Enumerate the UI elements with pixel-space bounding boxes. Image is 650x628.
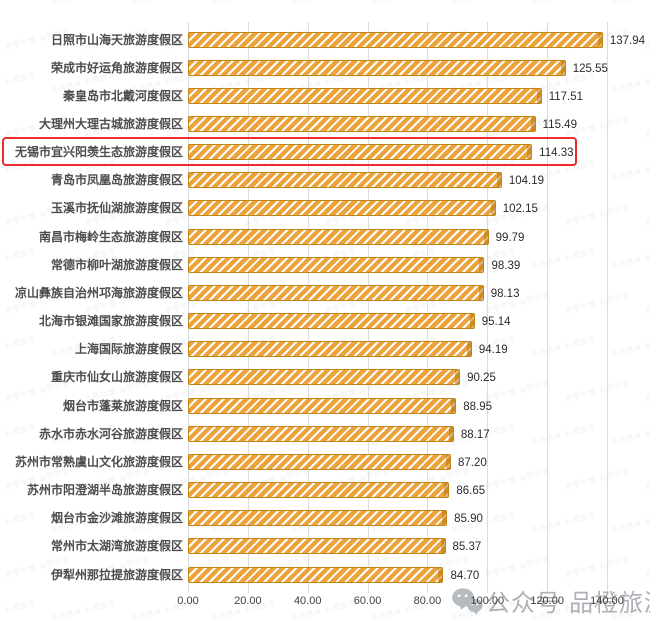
category-label: 无锡市宜兴阳羡生态旅游度假区 (14, 145, 183, 160)
bar (188, 200, 496, 217)
bar-row: 上海国际旅游度假区 94.19 (0, 341, 650, 358)
category-label: 赤水市赤水河谷旅游度假区 (38, 426, 183, 441)
bar (188, 566, 444, 583)
bar-row: 无锡市宜兴阳羡生态旅游度假区 114.33 (0, 144, 650, 161)
value-label: 87.20 (457, 456, 487, 469)
category-label: 荣成市好运角旅游度假区 (50, 60, 183, 75)
category-label: 烟台市金沙滩旅游度假区 (50, 511, 183, 526)
category-label: 玉溪市抚仙湖旅游度假区 (50, 201, 183, 216)
bar-row: 苏州市常熟虞山文化旅游度假区 87.20 (0, 453, 650, 471)
category-label: 日照市山海天旅游度假区 (50, 32, 183, 47)
category-label: 苏州市常熟虞山文化旅游度假区 (14, 454, 183, 469)
bar (188, 425, 454, 442)
bar-row: 日照市山海天旅游度假区 137.94 (0, 31, 650, 49)
bar (188, 369, 461, 386)
bar-row: 大理州大理古城旅游度假区 115.49 (0, 115, 650, 133)
category-label: 大理州大理古城旅游度假区 (38, 116, 183, 131)
bar (188, 313, 475, 330)
wechat-icon (452, 587, 483, 615)
category-label: 青岛市凤凰岛旅游度假区 (50, 173, 183, 188)
category-label: 南昌市梅岭生态旅游度假区 (38, 229, 183, 244)
brand-watermark-text-1: 公众号 (486, 590, 561, 617)
bar-row: 烟台市蓬莱旅游度假区 88.95 (0, 397, 650, 415)
bar-row: 凉山彝族自治州邛海旅游度假区 98.13 (0, 284, 650, 302)
bar (188, 482, 450, 499)
bar (188, 172, 502, 189)
bar (188, 144, 533, 161)
bar-row: 伊犁州那拉提旅游度假区 84.70 (0, 566, 650, 584)
value-label: 114.33 (539, 147, 574, 160)
bar-row: 玉溪市抚仙湖旅游度假区 102.15 (0, 200, 650, 217)
value-label: 98.13 (490, 287, 520, 300)
bar (188, 538, 446, 555)
value-label: 94.19 (478, 344, 508, 357)
bar-row: 赤水市赤水河谷旅游度假区 88.17 (0, 425, 650, 443)
value-label: 104.19 (508, 175, 544, 188)
category-label: 苏州市阳澄湖半岛旅游度假区 (26, 483, 183, 498)
bar (188, 341, 472, 358)
bar (188, 115, 536, 132)
value-label: 125.55 (572, 62, 608, 75)
bar (188, 510, 448, 527)
bar-row: 北海市银滩国家旅游度假区 95.14 (0, 313, 650, 330)
bar-row: 烟台市金沙滩旅游度假区 85.90 (0, 510, 650, 527)
bar-row: 常德市柳叶湖旅游度假区 98.39 (0, 256, 650, 274)
value-label: 85.37 (452, 541, 482, 554)
bar-row: 南昌市梅岭生态旅游度假区 99.79 (0, 228, 650, 246)
category-label: 秦皇岛市北戴河度假区 (62, 88, 183, 103)
bar-row: 荣成市好运角旅游度假区 125.55 (0, 59, 650, 77)
bar-row: 苏州市阳澄湖半岛旅游度假区 86.65 (0, 482, 650, 499)
bar (188, 228, 489, 245)
bar (188, 31, 603, 48)
value-label: 99.79 (495, 231, 525, 244)
value-label: 88.95 (463, 400, 492, 413)
bar-row: 秦皇岛市北戴河度假区 117.51 (0, 87, 650, 105)
bar (188, 453, 451, 470)
bar (188, 59, 566, 76)
value-label: 98.39 (491, 259, 521, 272)
value-label: 115.49 (542, 118, 577, 131)
value-label: 95.14 (481, 316, 511, 329)
bar-row: 青岛市凤凰岛旅游度假区 104.19 (0, 172, 650, 189)
category-label: 凉山彝族自治州邛海旅游度假区 (14, 285, 183, 300)
value-label: 88.17 (460, 428, 490, 441)
value-label: 84.70 (450, 569, 480, 582)
category-label: 伊犁州那拉提旅游度假区 (50, 567, 183, 582)
brand-watermark: 公众号 品橙旅游 (451, 583, 650, 618)
value-label: 85.90 (454, 513, 483, 526)
bar (188, 256, 485, 273)
value-label: 137.94 (609, 34, 646, 47)
bar (188, 397, 457, 414)
value-label: 102.15 (502, 203, 538, 216)
category-label: 重庆市仙女山旅游度假区 (50, 370, 183, 385)
bar-row: 常州市太湖湾旅游度假区 85.37 (0, 538, 650, 555)
bar-row: 重庆市仙女山旅游度假区 90.25 (0, 369, 650, 386)
category-label: 常德市柳叶湖旅游度假区 (50, 257, 183, 272)
value-label: 86.65 (456, 485, 486, 498)
brand-watermark-text-2: 品橙旅游 (569, 590, 650, 617)
category-label: 上海国际旅游度假区 (74, 342, 183, 357)
category-label: 常州市太湖湾旅游度假区 (50, 539, 183, 554)
value-label: 90.25 (467, 372, 496, 385)
bar (188, 284, 484, 301)
bar (188, 87, 542, 104)
value-label: 117.51 (548, 90, 584, 103)
category-label: 北海市银滩国家旅游度假区 (38, 314, 183, 329)
category-label: 烟台市蓬莱旅游度假区 (62, 398, 183, 413)
